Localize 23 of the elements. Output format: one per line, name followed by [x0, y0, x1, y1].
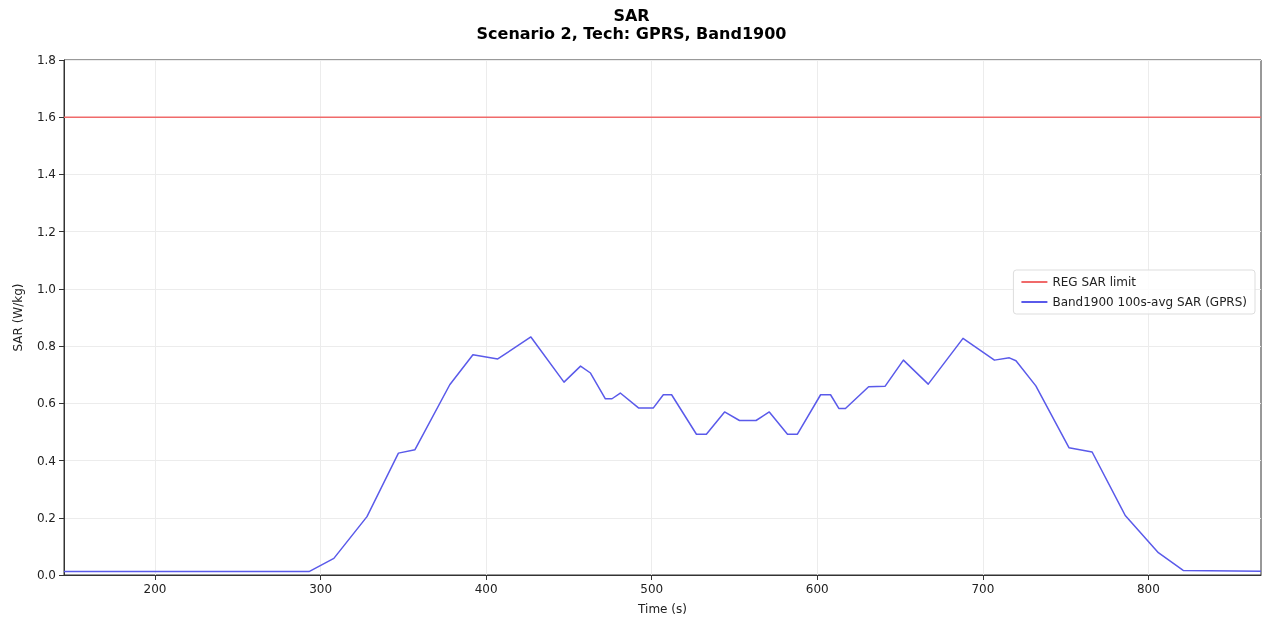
y-tick-label: 0.4 — [36, 453, 56, 468]
x-tick-label: 600 — [805, 582, 829, 596]
y-tick-label: 1.0 — [36, 281, 56, 296]
y-tick-label: 1.2 — [36, 224, 56, 239]
y-tick-label: 1.8 — [36, 53, 56, 67]
y-tick-label: 0.0 — [36, 568, 56, 582]
legend-label: Band1900 100s-avg SAR (GPRS) — [1052, 295, 1247, 309]
y-tick-label: 1.4 — [36, 167, 56, 182]
x-tick-label: 500 — [640, 582, 664, 596]
y-tick-label: 1.6 — [36, 110, 56, 125]
y-axis-title: SAR (W/kg) — [11, 283, 25, 352]
chart-title: SAR — [613, 5, 650, 25]
y-tick-label: 0.8 — [36, 339, 56, 354]
x-tick-label: 800 — [1136, 582, 1160, 596]
chart-subtitle: Scenario 2, Tech: GPRS, Band1900 — [476, 23, 787, 43]
x-tick-label: 300 — [309, 582, 333, 596]
x-tick-label: 400 — [474, 582, 498, 596]
y-tick-label: 0.6 — [36, 396, 56, 411]
legend-label: REG SAR limit — [1052, 275, 1137, 289]
x-axis-title: Time (s) — [637, 602, 687, 616]
y-tick-label: 0.2 — [36, 510, 56, 525]
x-tick-label: 200 — [143, 582, 167, 596]
x-tick-label: 700 — [971, 582, 995, 596]
